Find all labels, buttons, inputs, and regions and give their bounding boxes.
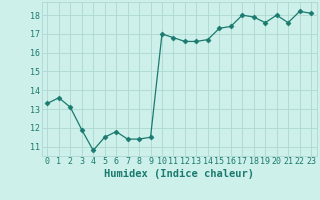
X-axis label: Humidex (Indice chaleur): Humidex (Indice chaleur) bbox=[104, 169, 254, 179]
